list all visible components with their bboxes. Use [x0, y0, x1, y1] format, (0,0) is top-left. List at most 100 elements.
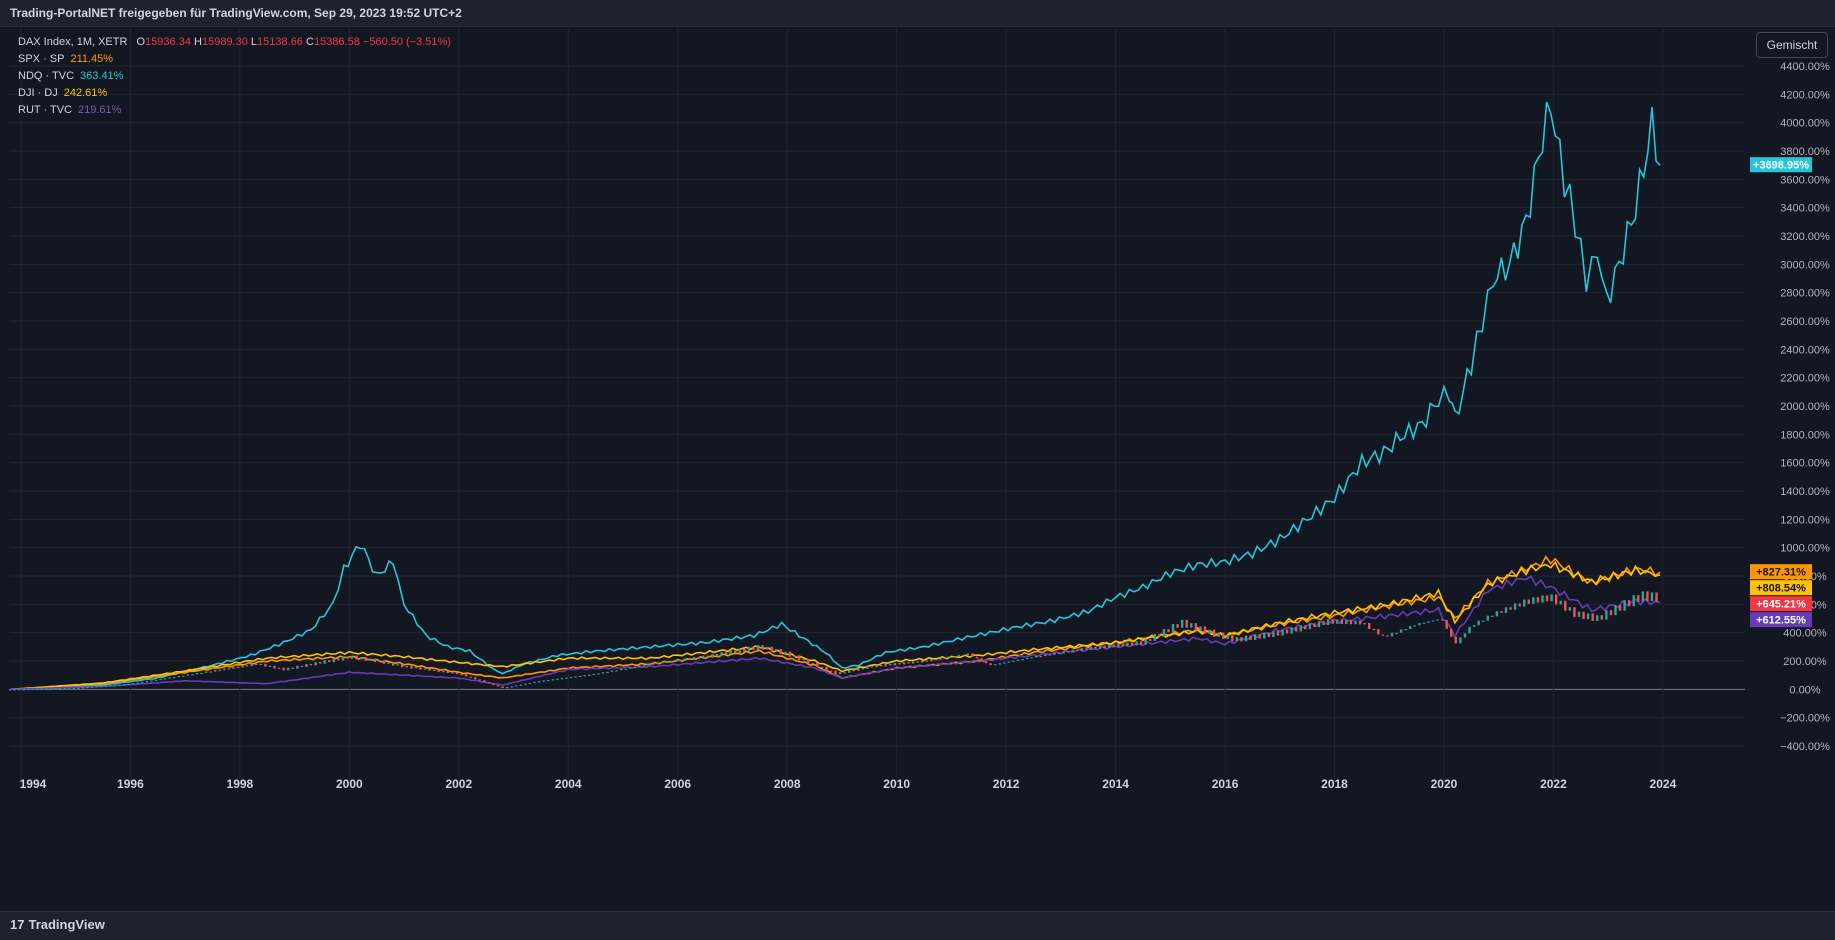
legend-open-value: 15936.34: [145, 36, 191, 48]
x-tick-label: 2006: [664, 777, 691, 791]
dax-candle: [879, 664, 883, 667]
dax-candle: [743, 648, 746, 652]
dax-candle: [1550, 594, 1553, 602]
dax-candle: [355, 655, 358, 660]
dax-candle: [1194, 623, 1198, 631]
dax-candle: [1062, 651, 1065, 654]
dax-candle: [1418, 623, 1421, 626]
dax-candle: [77, 687, 80, 689]
dax-candle: [797, 655, 801, 661]
dax-candle: [414, 667, 418, 669]
dax-candle: [1427, 621, 1430, 623]
dax-candle: [1304, 625, 1307, 630]
y-tick-label: −400.00%: [1780, 741, 1830, 753]
dax-candle: [369, 658, 372, 661]
dax-candle: [825, 666, 828, 671]
y-tick-label: 200.00%: [1783, 656, 1827, 668]
dax-candle: [578, 675, 582, 677]
y-tick-label: 2200.00%: [1780, 373, 1830, 385]
dax-candle: [154, 679, 158, 681]
legend-row-dji[interactable]: DJI · DJ 242.61%: [18, 85, 451, 102]
dax-candle: [387, 662, 390, 664]
dax-candle: [1650, 592, 1654, 602]
dax-candle: [784, 651, 787, 655]
chart-canvas[interactable]: 4400.00% 4200.00% 4000.00% 3800.00% 3600.00%…: [0, 26, 1835, 911]
dax-candle: [688, 658, 691, 660]
dax-candle: [1345, 620, 1348, 624]
dax-candle: [588, 674, 591, 676]
dax-candle: [993, 664, 997, 666]
dax-candle: [419, 667, 422, 670]
dax-candle: [1235, 637, 1239, 642]
dax-candle: [1463, 633, 1467, 638]
dax-candle: [848, 670, 851, 673]
dax-candle: [191, 674, 194, 676]
dax-candle: [1121, 643, 1125, 647]
dax-candle: [437, 669, 440, 672]
dax-candle: [925, 660, 928, 662]
dax-candle: [1199, 626, 1202, 631]
dax-candle: [40, 688, 44, 690]
dax-candle: [642, 665, 646, 667]
dax-candle: [934, 659, 938, 661]
dax-candle: [697, 656, 700, 659]
dax-candle: [1098, 645, 1102, 649]
x-tick-label: 2008: [774, 777, 801, 791]
tradingview-logo[interactable]: 17 TradingView: [10, 917, 105, 932]
dax-candle: [245, 665, 249, 667]
dax-candle: [829, 670, 833, 672]
dax-candle: [1222, 632, 1225, 640]
dax-candle: [524, 683, 527, 685]
price-scale-mode-button[interactable]: Gemischt: [1756, 32, 1828, 58]
dax-candle: [1035, 655, 1038, 658]
dax-candle: [834, 670, 837, 675]
dax-candle: [104, 685, 107, 687]
legend-row-ndq[interactable]: NDQ · TVC 363.41%: [18, 68, 451, 85]
x-tick-label: 1994: [20, 777, 47, 791]
dax-candle: [1596, 615, 1599, 621]
footer-bar: 17 TradingView: [0, 911, 1835, 940]
dax-candle: [72, 687, 76, 690]
dax-candle: [647, 663, 650, 666]
dax-candle: [1208, 629, 1211, 634]
legend-row-main[interactable]: DAX Index, 1M, XETR O15936.34 H15989.30 …: [18, 34, 451, 51]
dax-candle: [1568, 607, 1572, 611]
dax-candle: [1436, 619, 1439, 621]
dax-candle: [268, 665, 272, 667]
dax-candle: [100, 685, 103, 688]
dax-candle: [1212, 629, 1216, 637]
dax-candle: [615, 670, 618, 672]
dax-candle: [1518, 603, 1521, 607]
dax-candle: [264, 663, 267, 667]
dax-candle: [838, 672, 842, 675]
x-tick-label: 2022: [1540, 777, 1567, 791]
legend-row-spx[interactable]: SPX · SP 211.45%: [18, 51, 451, 68]
dax-candle: [218, 669, 222, 672]
dax-candle: [683, 658, 687, 661]
dax-candle: [1294, 627, 1298, 632]
dax-candle: [474, 677, 477, 680]
dax-candle: [1263, 632, 1266, 639]
dax-candle: [1637, 595, 1640, 602]
dax-candle: [656, 662, 659, 665]
legend-spx-value: 211.45%: [70, 53, 114, 65]
series-line-2: [9, 560, 1661, 691]
dax-candle: [861, 668, 865, 670]
dax-candle: [1162, 629, 1166, 637]
dax-candle: [679, 659, 682, 661]
dax-candle: [328, 660, 331, 663]
dax-candle: [889, 664, 892, 666]
last-value-badge: [1750, 612, 1812, 628]
dax-candle: [1171, 624, 1175, 633]
dax-candle: [1066, 651, 1070, 653]
dax-candle: [1404, 629, 1407, 631]
dax-candle: [597, 673, 600, 675]
legend-change: −560.50 (−3.51%): [362, 36, 451, 48]
legend-row-rut[interactable]: RUT · TVC 219.61%: [18, 102, 451, 119]
dax-candle: [661, 662, 664, 664]
dax-candle: [1144, 639, 1147, 645]
y-tick-label: 3600.00%: [1780, 174, 1830, 186]
dax-candle: [606, 671, 609, 674]
dax-candle: [1267, 632, 1271, 637]
dax-candle: [898, 663, 901, 665]
